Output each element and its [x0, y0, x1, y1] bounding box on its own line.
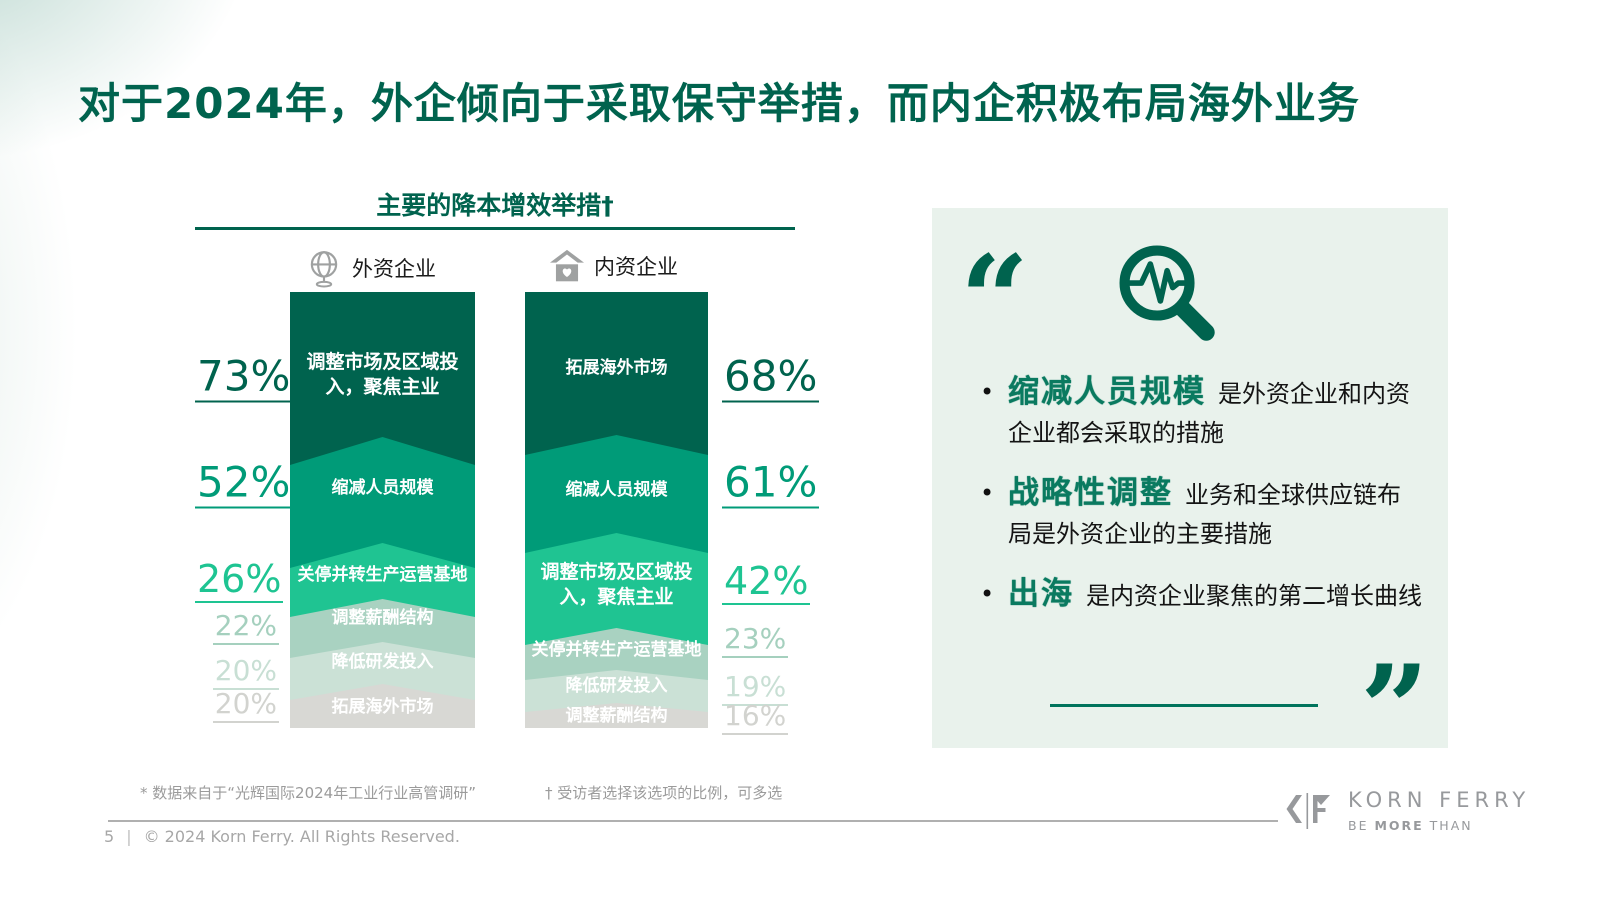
pct-foreign-3: 26% [195, 557, 284, 603]
pct-domestic-5: 19% [722, 670, 806, 706]
bullet-text: 是内资企业聚焦的第二增长曲线 [1086, 582, 1422, 610]
footer-separator: | [126, 827, 132, 846]
segment-label: 降低研发投入 [331, 651, 434, 672]
pct-domestic-2: 61% [722, 457, 820, 509]
bullet-item: • 缩减人员规模 是外资企业和内资企业都会采取的措施 [972, 374, 1424, 454]
bullet-term: 出海 [1008, 576, 1074, 612]
bullet-item: • 出海 是内资企业聚焦的第二增长曲线 [972, 576, 1424, 617]
pct-domestic-4: 23% [722, 622, 806, 658]
pct-foreign-4: 22% [195, 609, 279, 645]
segment [525, 533, 708, 645]
bullet-dot: • [980, 580, 995, 608]
pct-domestic-6: 16% [722, 699, 806, 735]
bullet-item: • 战略性调整 业务和全球供应链布局是外资企业的主要措施 [972, 475, 1424, 555]
chart-title: 主要的降本增效举措† [376, 191, 614, 220]
pct-foreign-6: 20% [195, 687, 279, 723]
bullet-term: 缩减人员规模 [1008, 374, 1206, 410]
open-quote-icon: “ [960, 229, 1030, 370]
pct-foreign-1: 73% [195, 351, 293, 403]
korn-ferry-monogram-icon [1286, 792, 1330, 829]
legend-domestic: 内资企业 [550, 248, 678, 284]
footnote-source: * 数据来自于“光辉国际2024年工业行业高管调研” [140, 784, 476, 802]
segment [525, 292, 708, 455]
bullet-dot: • [980, 378, 995, 406]
globe-icon [310, 251, 338, 288]
legend-foreign-label: 外资企业 [352, 257, 436, 281]
chart-title-rule [195, 227, 795, 230]
page-title: 对于2024年，外企倾向于采取保守举措，而内企积极布局海外业务 [78, 79, 1360, 128]
segment-label: 调整市场及区域投入，聚焦主业 [306, 350, 459, 398]
house-heart-icon [550, 249, 584, 282]
segment-label: 缩减人员规模 [331, 477, 434, 498]
segment-label: 缩减人员规模 [565, 479, 668, 500]
copyright: © 2024 Korn Ferry. All Rights Reserved. [143, 827, 460, 846]
legend-foreign: 外资企业 [306, 248, 436, 288]
footer-divider [108, 820, 1278, 822]
segment-label: 拓展海外市场 [565, 357, 668, 378]
footer: 5 | © 2024 Korn Ferry. All Rights Reserv… [104, 827, 460, 846]
funnel-column-foreign: 调整市场及区域投入，聚焦主业 缩减人员规模 关停并转生产运营基地 调整薪酬结构 … [290, 292, 475, 728]
segment-label: 关停并转生产运营基地 [297, 564, 468, 585]
korn-ferry-logo: KORN FERRY BE MORE THAN [1282, 788, 1530, 833]
insight-panel: “ • 缩减人员规模 是外资企业和内资企业都会采取的措施 • 战略性调整 业务和全球供应… [932, 208, 1448, 770]
footnote-method: † 受访者选择该选项的比例，可多选 [545, 784, 783, 802]
pct-domestic-1: 68% [722, 351, 820, 403]
segment-label: 降低研发投入 [565, 675, 668, 696]
pct-foreign-2: 52% [195, 457, 293, 509]
pct-foreign-5: 20% [195, 654, 279, 690]
segment-label: 关停并转生产运营基地 [531, 639, 702, 660]
logo-text: KORN FERRY BE MORE THAN [1348, 788, 1530, 833]
legend-domestic-label: 内资企业 [594, 255, 678, 279]
segment-label: 调整薪酬结构 [331, 607, 434, 628]
segment [290, 292, 475, 465]
logo-tagline: BE MORE THAN [1348, 818, 1473, 833]
bullet-text: 业务和全球供应链布局是外资企业的主要措施 [1008, 481, 1401, 548]
segment-label: 调整市场及区域投入，聚焦主业 [540, 560, 693, 608]
close-quote-icon: ” [1360, 639, 1430, 780]
pct-domestic-3: 42% [722, 559, 811, 605]
page-number: 5 [104, 827, 115, 846]
funnel-column-domestic: 拓展海外市场 缩减人员规模 调整市场及区域投入，聚焦主业 关停并转生产运营基地 … [525, 292, 708, 728]
panel-rule [1050, 704, 1318, 707]
magnifier-pulse-icon [1119, 245, 1215, 341]
segment-label: 调整薪酬结构 [565, 705, 668, 726]
bullet-text: 是外资企业和内资企业都会采取的措施 [1008, 380, 1410, 447]
segment-label: 拓展海外市场 [331, 696, 434, 717]
bullet-dot: • [980, 479, 995, 507]
bullet-term: 战略性调整 [1008, 475, 1173, 511]
logo-name: KORN FERRY [1348, 788, 1531, 812]
insight-bullets: • 缩减人员规模 是外资企业和内资企业都会采取的措施 • 战略性调整 业务和全球供应链布… [972, 374, 1424, 638]
funnel-chart: 73% 52% 26% 22% 20% 20% 调整市场及区域投入，聚焦主业 缩… [195, 292, 820, 735]
